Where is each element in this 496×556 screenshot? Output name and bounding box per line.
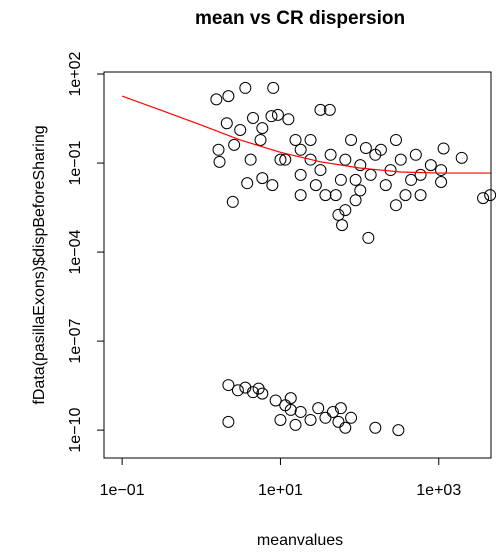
point — [304, 413, 317, 426]
point — [244, 153, 257, 166]
point — [282, 113, 295, 126]
point — [241, 177, 254, 190]
point — [369, 421, 382, 434]
point — [314, 164, 327, 177]
point — [212, 143, 225, 156]
point — [274, 153, 287, 166]
x-tick-label: 1e−01 — [100, 482, 145, 499]
point — [414, 189, 427, 202]
chart-title: mean vs CR dispersion — [195, 8, 405, 29]
point — [294, 168, 307, 181]
point — [234, 123, 247, 136]
x-tick-label: 1e+01 — [258, 482, 303, 499]
point — [334, 173, 347, 186]
point — [455, 151, 468, 164]
point — [289, 418, 302, 431]
point — [349, 173, 362, 186]
point — [369, 148, 382, 161]
point — [362, 231, 375, 244]
point — [279, 153, 292, 166]
point — [294, 189, 307, 202]
point — [329, 189, 342, 202]
point — [392, 424, 405, 437]
fit-line — [121, 95, 491, 174]
point — [389, 133, 402, 146]
point — [324, 148, 337, 161]
point — [256, 172, 269, 185]
point — [332, 415, 345, 428]
x-axis-label: meanvalues — [257, 532, 343, 549]
point — [414, 168, 427, 181]
point — [274, 413, 287, 426]
point — [399, 189, 412, 202]
point — [247, 111, 260, 124]
point — [435, 164, 448, 177]
point — [256, 387, 269, 400]
point — [319, 411, 332, 424]
point — [339, 421, 352, 434]
point — [284, 403, 297, 416]
point — [265, 110, 278, 123]
point — [314, 103, 327, 116]
point — [309, 179, 322, 192]
y-tick-label: 1e−01 — [67, 140, 84, 185]
point — [477, 192, 490, 205]
x-tick-label: 1e+03 — [416, 482, 461, 499]
point — [354, 159, 367, 172]
plot-box — [103, 71, 492, 459]
point — [484, 189, 496, 202]
point — [312, 402, 325, 415]
point — [435, 175, 448, 188]
point — [210, 93, 223, 106]
point — [336, 219, 349, 232]
point — [228, 138, 241, 151]
point — [226, 195, 239, 208]
point — [294, 405, 307, 418]
point — [304, 153, 317, 166]
y-tick-label: 1e−07 — [67, 319, 84, 364]
y-axis-label: fData(pasillaExons)$dispBeforeSharing — [31, 125, 48, 404]
point — [254, 133, 267, 146]
point — [364, 168, 377, 181]
point — [424, 159, 437, 172]
point — [389, 199, 402, 212]
point — [220, 117, 233, 130]
point — [239, 81, 252, 94]
point — [319, 189, 332, 202]
point — [354, 184, 367, 197]
point — [379, 179, 392, 192]
point — [339, 153, 352, 166]
point — [349, 194, 362, 207]
y-tick-label: 1e−04 — [67, 230, 84, 275]
point — [289, 133, 302, 146]
point — [222, 379, 235, 392]
point — [231, 384, 244, 397]
point — [222, 90, 235, 103]
point — [222, 415, 235, 428]
point — [334, 402, 347, 415]
point — [266, 179, 279, 192]
point — [267, 81, 280, 94]
point — [269, 394, 282, 407]
point — [437, 142, 450, 155]
point — [345, 411, 358, 424]
point — [394, 153, 407, 166]
point — [213, 155, 226, 168]
point — [339, 204, 352, 217]
point — [284, 392, 297, 405]
point — [271, 108, 284, 121]
point — [332, 208, 345, 221]
point — [345, 133, 358, 146]
point — [409, 148, 422, 161]
y-tick-label: 1e−10 — [67, 408, 84, 453]
point — [359, 142, 372, 155]
point — [294, 143, 307, 156]
point — [405, 173, 418, 186]
point — [256, 122, 269, 135]
point — [304, 133, 317, 146]
point — [326, 405, 339, 418]
point — [323, 103, 336, 116]
y-tick-label: 1e+02 — [67, 51, 84, 96]
